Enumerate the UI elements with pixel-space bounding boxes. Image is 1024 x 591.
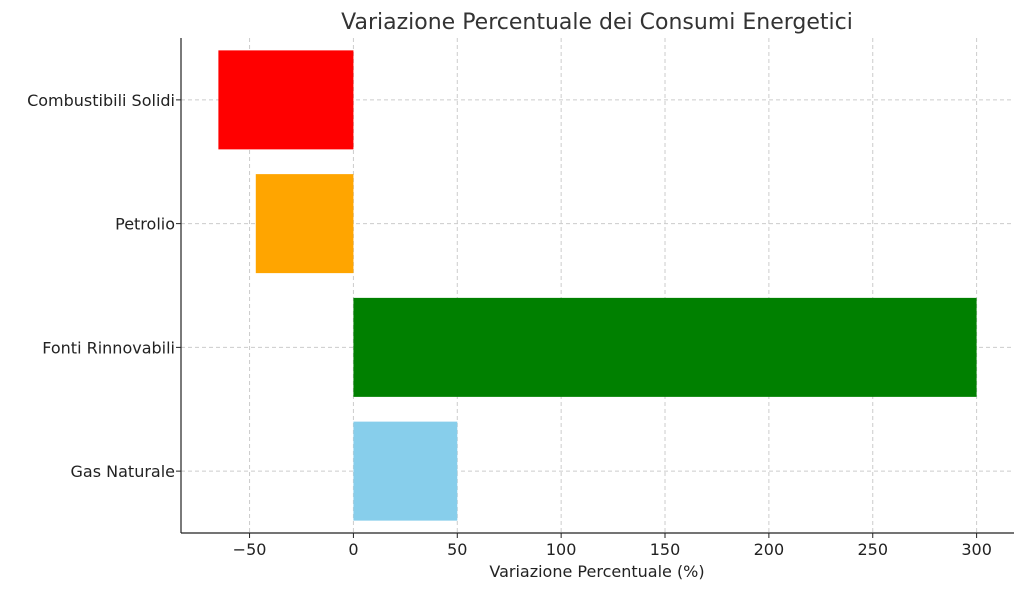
bar-combustibili-solidi: [218, 50, 354, 150]
x-tick-label: 150: [650, 540, 681, 559]
x-tick-label: 200: [754, 540, 785, 559]
x-tick-label: 100: [546, 540, 577, 559]
y-tick-label: Fonti Rinnovabili: [42, 338, 175, 357]
bar-gas-naturale: [353, 421, 458, 521]
chart-title: Variazione Percentuale dei Consumi Energ…: [341, 10, 853, 35]
y-tick-label: Combustibili Solidi: [27, 91, 175, 110]
bar-fonti-rinnovabili: [353, 297, 977, 397]
y-tick-label: Gas Naturale: [71, 462, 175, 481]
x-axis-label: Variazione Percentuale (%): [489, 562, 704, 581]
x-tick-label: 50: [447, 540, 467, 559]
x-tick-label: 0: [348, 540, 358, 559]
bar-petrolio: [255, 174, 354, 274]
x-tick-label: −50: [233, 540, 267, 559]
x-tick-label: 300: [961, 540, 992, 559]
x-tick-label: 250: [857, 540, 888, 559]
axes: [180, 38, 1014, 534]
y-tick-label: Petrolio: [115, 215, 175, 234]
bars: [218, 50, 977, 521]
ticks: −50 0 50 100 150 200 250 300 Gas Naturale Fonti R…: [27, 91, 992, 559]
grid: [181, 38, 1014, 533]
